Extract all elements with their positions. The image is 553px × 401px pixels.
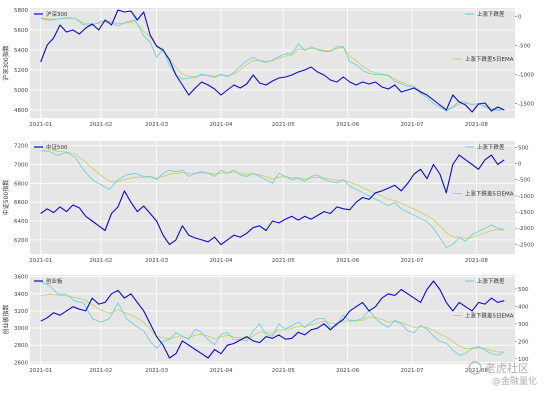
y-tick-label-right: -1500 <box>518 210 534 216</box>
y-tick-label-left: 3600 <box>14 275 28 281</box>
y-tick-label-left: 3400 <box>14 292 28 298</box>
legend-right-1: 上涨下跌差 <box>465 277 505 285</box>
y-tick-label-right: 0 <box>518 162 522 168</box>
x-tick-label: 2021-02 <box>89 258 112 264</box>
legend-label: 中证500 <box>46 143 68 151</box>
y-axis-label: 沪深300指数 <box>2 45 10 80</box>
x-tick-label: 2021-05 <box>272 122 295 128</box>
y-tick-label-right: -1500 <box>518 102 534 108</box>
watermark-subtext: @金融量化 <box>492 375 537 387</box>
legend-right-2: 上涨下跌差5日EMA <box>453 190 514 198</box>
y-tick-label-right: 0 <box>518 15 522 21</box>
legend-label: 创业板 <box>46 277 63 285</box>
x-tick-label: 2021-08 <box>465 258 488 264</box>
x-tick-label: 2021-03 <box>145 368 168 374</box>
y-tick-label-left: 6800 <box>14 181 28 187</box>
legend-label: 上涨下跌差5日EMA <box>465 312 514 320</box>
y-tick-label-right: -1000 <box>518 73 534 79</box>
y-axis-label: 中证500指数 <box>2 180 10 215</box>
chart-panel-2: 2021-01 2021-02 2021-03 2021-04 2021-05 2021-… <box>2 141 534 264</box>
x-tick-label: 2021-03 <box>145 258 168 264</box>
x-tick-label: 2021-04 <box>210 258 233 264</box>
y-tick-label-right: 300 <box>518 322 529 328</box>
x-tick-label: 2021-08 <box>465 122 488 128</box>
legend-left: 创业板 <box>34 277 63 285</box>
y-tick-label-left: 7200 <box>14 144 28 150</box>
y-tick-label-left: 5400 <box>14 48 28 54</box>
y-tick-label-left: 5200 <box>14 68 28 74</box>
x-tick-label: 2021-02 <box>89 122 112 128</box>
x-tick-label: 2021-01 <box>29 122 52 128</box>
series-diff-line <box>40 17 505 112</box>
plot-area <box>30 275 515 364</box>
chart-panel-3: 2021-01 2021-02 2021-03 2021-04 2021-05 2021-… <box>2 275 529 374</box>
x-tick-label: 2021-03 <box>145 122 168 128</box>
x-tick-label: 2021-05 <box>272 368 295 374</box>
y-tick-label-right: 100 <box>518 357 529 363</box>
y-tick-label-left: 6600 <box>14 200 28 206</box>
x-tick-label: 2021-06 <box>336 258 359 264</box>
x-tick-label: 2021-07 <box>400 258 423 264</box>
series-ema-line <box>40 293 505 353</box>
series-diff-line <box>40 150 505 248</box>
series-diff-line <box>40 281 505 356</box>
x-tick-label: 2021-01 <box>29 368 52 374</box>
y-tick-label-left: 3200 <box>14 309 28 315</box>
legend-left: 中证500 <box>34 143 68 151</box>
plot-area <box>30 141 515 254</box>
y-tick-label-right: -500 <box>518 178 531 184</box>
y-tick-label-right: 500 <box>518 287 529 293</box>
legend-label: 上涨下跌差 <box>477 277 505 285</box>
y-tick-label-right: 500 <box>518 145 529 151</box>
legend-right-2: 上涨下跌差5日EMA <box>453 55 514 63</box>
x-tick-label: 2021-04 <box>210 122 233 128</box>
legend-label: 上涨下跌差 <box>477 143 505 151</box>
legend-right-2: 上涨下跌差5日EMA <box>453 312 514 320</box>
y-tick-label-right: -500 <box>518 44 531 50</box>
legend-label: 沪深300 <box>46 10 68 18</box>
x-tick-label: 2021-06 <box>336 368 359 374</box>
y-tick-label-left: 2800 <box>14 343 28 349</box>
watermark: 老虎社区@金融量化 <box>468 361 537 387</box>
plot-area <box>30 8 515 118</box>
y-tick-label-left: 5000 <box>14 88 28 94</box>
y-tick-label-right: 400 <box>518 304 529 310</box>
y-tick-label-left: 7000 <box>14 163 28 169</box>
series-index-line <box>40 9 505 113</box>
y-tick-label-left: 2600 <box>14 360 28 366</box>
x-tick-label: 2021-06 <box>336 122 359 128</box>
legend-right-1: 上涨下跌差 <box>465 143 505 151</box>
y-tick-label-left: 6200 <box>14 238 28 244</box>
watermark-logo-icon <box>468 361 482 375</box>
legend-label: 上涨下跌差 <box>477 10 505 18</box>
legend-label: 上涨下跌差5日EMA <box>465 190 514 198</box>
watermark-text: 老虎社区 <box>485 361 529 375</box>
x-tick-label: 2021-07 <box>400 122 423 128</box>
y-tick-label-right: -1000 <box>518 194 534 200</box>
x-tick-label: 2021-04 <box>210 368 233 374</box>
series-index-line <box>40 280 505 359</box>
y-tick-label-left: 3000 <box>14 326 28 332</box>
series-index-line <box>40 154 505 246</box>
y-tick-label-left: 4800 <box>14 108 28 114</box>
x-tick-label: 2021-05 <box>272 258 295 264</box>
y-axis-label: 创业板指数 <box>2 304 10 334</box>
y-tick-label-right: -2000 <box>518 226 534 232</box>
y-tick-label-right: -2500 <box>518 242 534 248</box>
x-tick-label: 2021-02 <box>89 368 112 374</box>
y-tick-label-left: 6400 <box>14 219 28 225</box>
y-tick-label-left: 5800 <box>14 8 28 14</box>
y-tick-label-right: 200 <box>518 339 529 345</box>
x-tick-label: 2021-01 <box>29 258 52 264</box>
legend-label: 上涨下跌差5日EMA <box>465 55 514 63</box>
legend-left: 沪深300 <box>34 10 68 18</box>
legend-right-1: 上涨下跌差 <box>465 10 505 18</box>
x-tick-label: 2021-08 <box>465 368 488 374</box>
chart-panel-1: 2021-01 2021-02 2021-03 2021-04 2021-05 2021-… <box>2 8 534 128</box>
x-tick-label: 2021-07 <box>400 368 423 374</box>
y-tick-label-left: 5600 <box>14 28 28 34</box>
